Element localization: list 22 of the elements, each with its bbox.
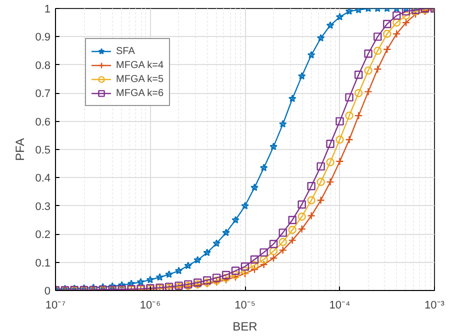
y-tick-label: 0 bbox=[44, 286, 51, 298]
y-tick-label: 0.2 bbox=[35, 229, 51, 242]
legend-label: MFGA k=5 bbox=[116, 72, 164, 86]
y-axis-title: PFA bbox=[13, 138, 28, 161]
y-tick-label: 0.5 bbox=[35, 144, 51, 156]
legend-label: MFGA k=4 bbox=[116, 58, 164, 72]
x-axis-title: BER bbox=[232, 320, 258, 334]
y-tick-label: 0.1 bbox=[35, 257, 51, 270]
legend-label: MFGA k=6 bbox=[116, 86, 164, 100]
y-tick-label: 1 bbox=[44, 4, 51, 16]
x-tick-label: 10⁻⁷ bbox=[45, 300, 66, 312]
legend-label: SFA bbox=[116, 44, 136, 58]
y-tick-label: 0.4 bbox=[35, 172, 51, 185]
y-tick-label: 0.3 bbox=[35, 200, 51, 213]
x-tick-label: 10⁻³ bbox=[424, 300, 445, 312]
x-tick-label: 10⁻⁵ bbox=[234, 300, 256, 312]
y-tick-label: 0.9 bbox=[35, 32, 51, 44]
x-tick-label: 10⁻⁶ bbox=[140, 300, 161, 312]
x-tick-label: 10⁻⁴ bbox=[329, 300, 351, 312]
y-tick-label: 0.7 bbox=[35, 88, 51, 100]
y-tick-label: 0.8 bbox=[35, 60, 51, 72]
y-tick-label: 0.6 bbox=[35, 116, 51, 128]
